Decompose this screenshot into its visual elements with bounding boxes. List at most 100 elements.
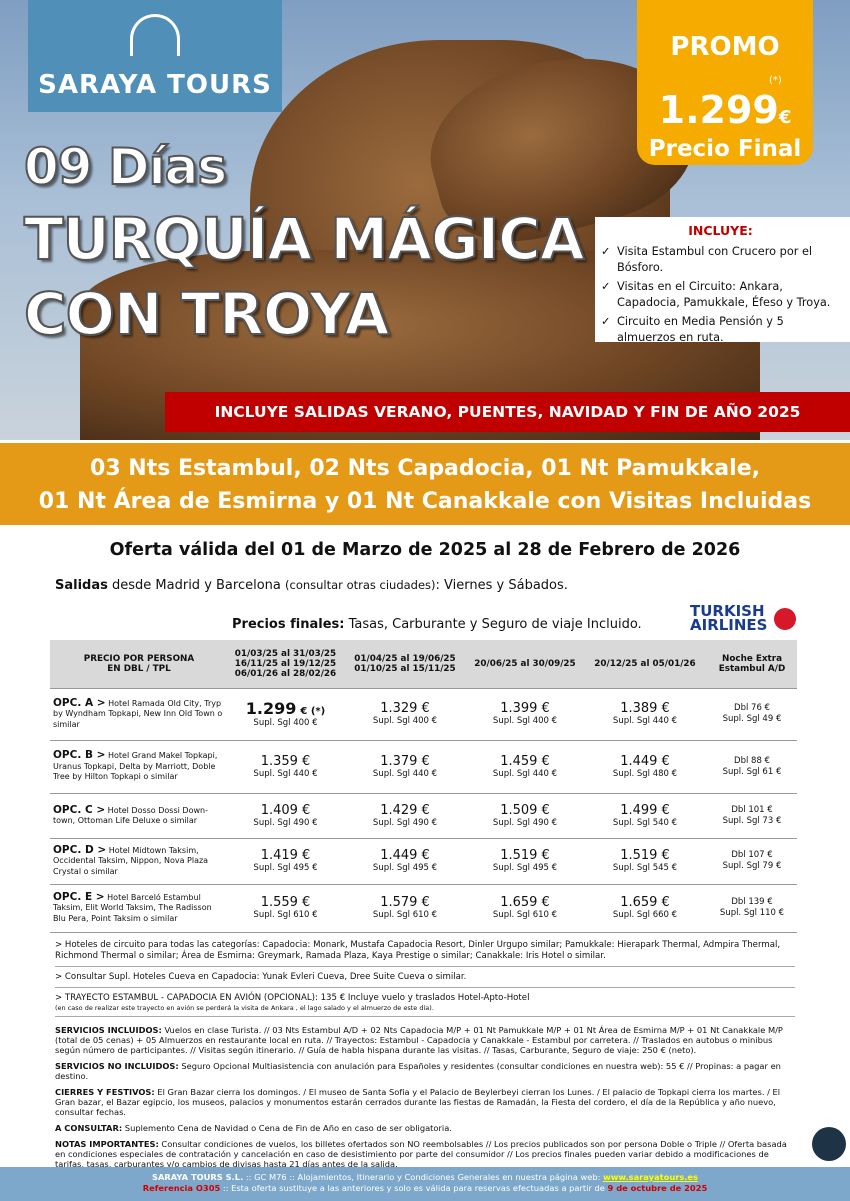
prices-text: Tasas, Carburante y Seguro de viaje Incl… xyxy=(344,617,642,632)
departures-text: desde Madrid y Barcelona xyxy=(107,578,286,593)
option-hotels: Hotel Grand Makel Topkapi, Uranus Topkap… xyxy=(53,751,218,782)
condition-text: Seguro Opcional Multiasistencia con anul… xyxy=(55,1061,781,1081)
price: 1.409 € xyxy=(231,803,340,818)
single-supplement: Supl. Sgl 480 € xyxy=(612,768,678,779)
option-cell: OPC. E > Hotel Barceló Estambul Taksim, … xyxy=(50,884,228,933)
table-row: OPC. D > Hotel Midtown Taksim, Occidenta… xyxy=(50,838,797,885)
note-text: > Consultar Supl. Hoteles Cueva en Capad… xyxy=(55,972,467,982)
price: 1.579 € xyxy=(346,895,464,910)
price-value: 1.519 € xyxy=(500,848,550,863)
price-currency: € xyxy=(778,107,792,128)
option-hotels: Hotel Dosso Dossi Down-town, Ottoman Lif… xyxy=(53,805,208,826)
price: 1.379 € xyxy=(346,754,464,769)
extra-line: Supl. Sgl 73 € xyxy=(722,815,782,826)
single-supplement: Supl. Sgl 440 € xyxy=(492,768,558,779)
header-row: PRECIO POR PERSONA EN DBL / TPL 01/03/25 a… xyxy=(50,640,797,689)
includes-title: INCLUYE: xyxy=(688,223,753,238)
single-supplement: Supl. Sgl 610 € xyxy=(372,910,438,920)
header-line: 16/11/25 al 19/12/25 xyxy=(234,658,337,669)
price-value: 1.449 € xyxy=(380,848,430,863)
include-item: Visitas en el Circuito: Ankara, Capadoci… xyxy=(599,279,842,311)
price-value: 1.579 € xyxy=(380,895,430,910)
title-days: 09 Días xyxy=(23,137,228,197)
footer: SARAYA TOURS S.L. :: GC M76 :: Alojamien… xyxy=(0,1167,850,1201)
single-supplement: Supl. Sgl 490 € xyxy=(372,817,438,828)
single-supplement: Supl. Sgl 610 € xyxy=(492,910,558,920)
price-cell: 1.389 € Supl. Sgl 440 € xyxy=(583,688,707,741)
title-line: CON TROYA xyxy=(23,279,390,349)
notes: > Hoteles de circuito para todas las cat… xyxy=(55,938,795,1020)
prices-note: Precios finales: Tasas, Carburante y Seg… xyxy=(232,617,642,632)
price-value: 1.299 xyxy=(658,88,779,132)
header-line: 20/06/25 al 30/09/25 xyxy=(474,658,576,669)
footer-line: Referencia O305 :: Esta oferta sustituye… xyxy=(0,1183,850,1194)
single-supplement: Supl. Sgl 540 € xyxy=(612,817,678,828)
condition: SERVICIOS INCLUIDOS: Vuelos en clase Tur… xyxy=(55,1025,795,1055)
table-row: OPC. A > Hotel Ramada Old City, Tryp by … xyxy=(50,688,797,741)
extra-line: Supl. Sgl 49 € xyxy=(722,714,782,724)
chat-button[interactable] xyxy=(812,1127,846,1161)
condition: SERVICIOS NO INCLUIDOS: Seguro Opcional … xyxy=(55,1061,795,1081)
condition-label: SERVICIOS NO INCLUIDOS: xyxy=(55,1061,179,1071)
condition-label: SERVICIOS INCLUIDOS: xyxy=(55,1025,162,1035)
departures-label: Salidas xyxy=(55,578,108,593)
option-hotels: Hotel Midtown Taksim, Occidental Taksim,… xyxy=(53,845,209,876)
airline-logo: TURKISH AIRLINES xyxy=(690,602,800,634)
extra-line: Dbl 139 € xyxy=(731,897,773,907)
single-supplement: Supl. Sgl 440 € xyxy=(372,768,438,779)
logo[interactable]: SARAYA TOURS xyxy=(28,0,282,112)
header-cell: 20/06/25 al 30/09/25 xyxy=(467,640,583,689)
extra-line: Dbl 88 € xyxy=(734,755,770,766)
departures-end: : Viernes y Sábados. xyxy=(435,578,568,593)
condition: NOTAS IMPORTANTES: Consultar condiciones… xyxy=(55,1139,795,1169)
header-cell: 01/03/25 al 31/03/25 16/11/25 al 19/12/25… xyxy=(228,640,343,689)
promo-box: PROMO (*) 1.299€ Precio Final xyxy=(637,0,813,165)
single-supplement: Supl. Sgl 495 € xyxy=(253,863,318,873)
red-banner: INCLUYE SALIDAS VERANO, PUENTES, NAVIDAD… xyxy=(165,392,850,432)
condition-label: A CONSULTAR: xyxy=(55,1123,123,1133)
price-cell: 1.659 € Supl. Sgl 610 € xyxy=(467,884,583,933)
table-row: OPC. B > Hotel Grand Makel Topkapi, Uran… xyxy=(50,740,797,794)
option-hotels: Hotel Ramada Old City, Tryp by Wyndham T… xyxy=(53,698,223,729)
price-cell: 1.579 € Supl. Sgl 610 € xyxy=(343,884,467,933)
price-cell: 1.509 € Supl. Sgl 490 € xyxy=(467,793,583,839)
single-supplement: Supl. Sgl 495 € xyxy=(372,863,438,873)
price: 1.419 € xyxy=(231,848,340,863)
extra-line: Dbl 107 € xyxy=(731,850,773,860)
condition-text: Consultar condiciones de vuelos, los bil… xyxy=(55,1139,787,1169)
price-cell: 1.559 € Supl. Sgl 610 € xyxy=(228,884,343,933)
footer-link[interactable]: www.sarayatours.es xyxy=(603,1172,698,1182)
condition-label: NOTAS IMPORTANTES: xyxy=(55,1139,159,1149)
price: 1.449 € xyxy=(586,754,704,769)
banner-line: 03 Nts Estambul, 02 Nts Capadocia, 01 Nt… xyxy=(90,456,760,481)
price-cell: 1.429 € Supl. Sgl 490 € xyxy=(343,793,467,839)
price-cell: 1.379 € Supl. Sgl 440 € xyxy=(343,740,467,794)
table-row: OPC. C > Hotel Dosso Dossi Down-town, Ot… xyxy=(50,793,797,839)
table-body: OPC. A > Hotel Ramada Old City, Tryp by … xyxy=(50,688,797,933)
price-cell: 1.329 € Supl. Sgl 400 € xyxy=(343,688,467,741)
extra-night-cell: Dbl 88 € Supl. Sgl 61 € xyxy=(707,740,797,794)
price-cell: 1.519 € Supl. Sgl 545 € xyxy=(583,838,707,885)
note-text: > Hoteles de circuito para todas las cat… xyxy=(55,940,781,961)
header-cell: PRECIO POR PERSONA EN DBL / TPL xyxy=(50,640,228,689)
extra-night-cell: Dbl 101 € Supl. Sgl 73 € xyxy=(707,793,797,839)
includes-box: INCLUYE: Visita Estambul con Crucero por… xyxy=(595,217,850,344)
airline-line: AIRLINES xyxy=(690,616,768,634)
price-cell: 1.299 € (*) Supl. Sgl 400 € xyxy=(228,688,343,741)
footer-text: :: GC M76 :: Alojamientos, Itinerario y … xyxy=(243,1172,604,1182)
extra-line: Supl. Sgl 110 € xyxy=(719,908,785,918)
include-item: Visita Estambul con Crucero por el Bósfo… xyxy=(599,244,842,276)
header-cell: Noche Extra Estambul A/D xyxy=(707,640,797,689)
header-cell: 01/04/25 al 19/06/25 01/10/25 al 15/11/25 xyxy=(343,640,467,689)
airline-line: TURKISH xyxy=(690,602,765,620)
price: 1.359 € xyxy=(231,754,340,769)
footer-line: SARAYA TOURS S.L. :: GC M76 :: Alojamien… xyxy=(0,1172,850,1183)
price-value: 1.359 € xyxy=(260,753,311,769)
price: 1.329 € xyxy=(346,701,464,716)
price: 1.299 € (*) xyxy=(231,699,340,718)
single-supplement: Supl. Sgl 490 € xyxy=(492,817,558,828)
option-label: OPC. B > xyxy=(53,749,106,762)
option-cell: OPC. C > Hotel Dosso Dossi Down-town, Ot… xyxy=(50,793,228,839)
include-item: Circuito en Media Pensión y 5 almuerzos … xyxy=(599,314,842,346)
